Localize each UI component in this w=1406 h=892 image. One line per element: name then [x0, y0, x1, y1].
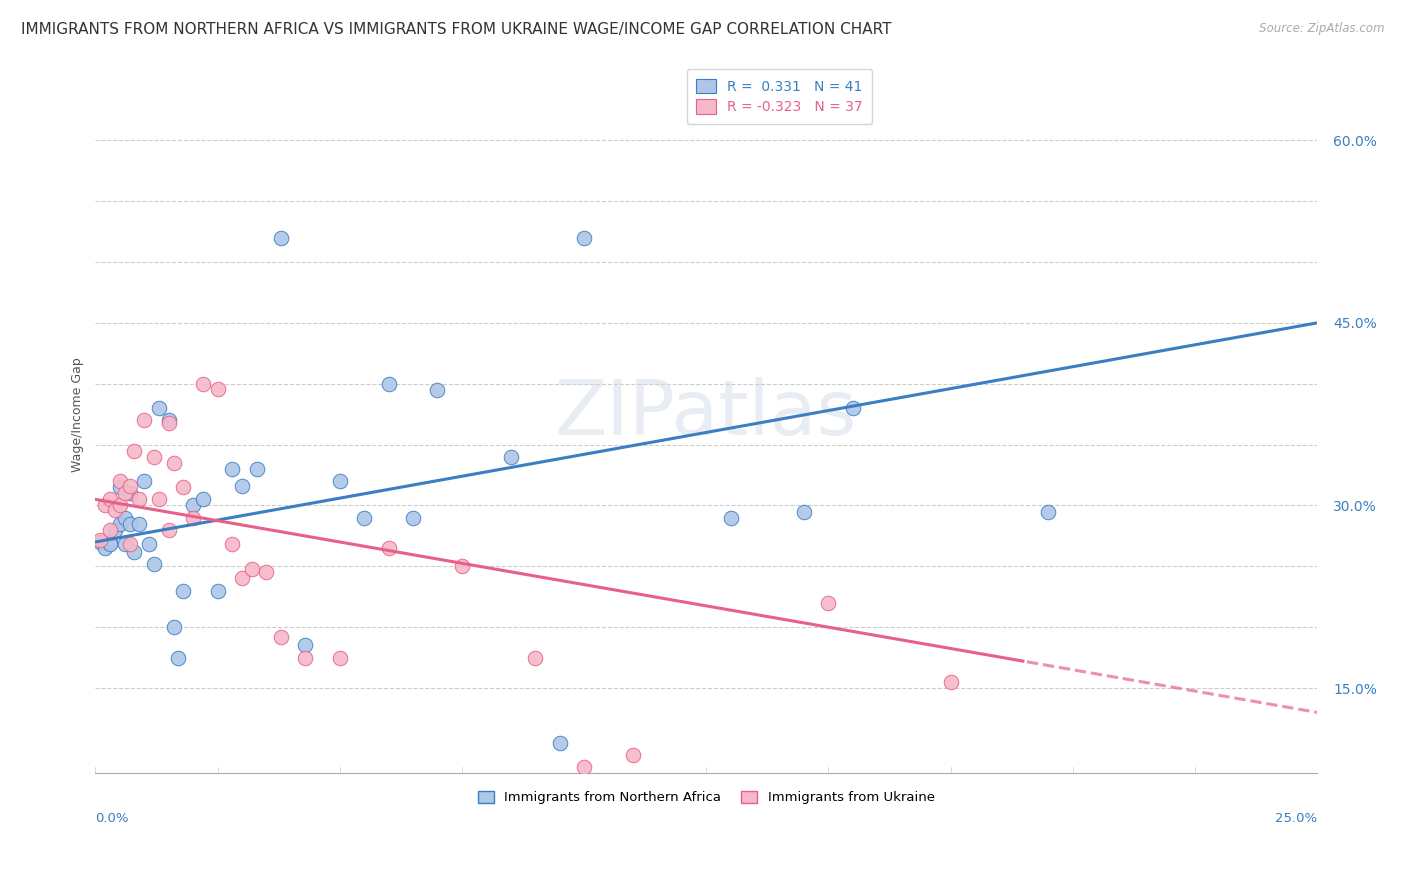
Text: 25.0%: 25.0% — [1275, 813, 1317, 825]
Point — [207, 382, 229, 396]
Point — [172, 480, 194, 494]
Point — [499, 450, 522, 464]
Point — [451, 559, 474, 574]
Point — [191, 376, 214, 391]
Point — [148, 401, 170, 416]
Legend: Immigrants from Northern Africa, Immigrants from Ukraine: Immigrants from Northern Africa, Immigra… — [472, 786, 939, 810]
Point — [294, 650, 316, 665]
Point — [793, 504, 815, 518]
Point — [98, 523, 121, 537]
Point — [231, 479, 253, 493]
Point — [108, 480, 131, 494]
Point — [621, 747, 644, 762]
Point — [572, 230, 595, 244]
Point — [114, 537, 136, 551]
Point — [134, 413, 156, 427]
Point — [138, 537, 160, 551]
Point — [118, 479, 141, 493]
Point — [98, 537, 121, 551]
Point — [246, 462, 269, 476]
Point — [114, 510, 136, 524]
Point — [1038, 504, 1060, 518]
Point — [817, 596, 839, 610]
Point — [104, 523, 127, 537]
Point — [148, 492, 170, 507]
Point — [162, 620, 184, 634]
Point — [221, 537, 243, 551]
Point — [157, 413, 180, 427]
Point — [143, 450, 166, 464]
Point — [118, 537, 141, 551]
Point — [240, 562, 263, 576]
Point — [128, 516, 150, 531]
Point — [939, 675, 962, 690]
Point — [108, 474, 131, 488]
Text: IMMIGRANTS FROM NORTHERN AFRICA VS IMMIGRANTS FROM UKRAINE WAGE/INCOME GAP CORRE: IMMIGRANTS FROM NORTHERN AFRICA VS IMMIG… — [21, 22, 891, 37]
Point — [181, 499, 204, 513]
Point — [572, 760, 595, 774]
Point — [377, 541, 399, 555]
Point — [89, 533, 111, 547]
Point — [94, 499, 117, 513]
Point — [167, 650, 190, 665]
Point — [98, 535, 121, 549]
Point — [294, 639, 316, 653]
Point — [94, 541, 117, 555]
Point — [124, 443, 146, 458]
Point — [98, 492, 121, 507]
Text: Source: ZipAtlas.com: Source: ZipAtlas.com — [1260, 22, 1385, 36]
Point — [104, 503, 127, 517]
Point — [108, 516, 131, 531]
Point — [1135, 790, 1157, 805]
Point — [114, 486, 136, 500]
Point — [128, 492, 150, 507]
Point — [134, 474, 156, 488]
Point — [270, 630, 292, 644]
Text: 0.0%: 0.0% — [96, 813, 129, 825]
Point — [108, 499, 131, 513]
Point — [329, 474, 352, 488]
Point — [402, 510, 425, 524]
Point — [157, 416, 180, 430]
Point — [157, 523, 180, 537]
Point — [118, 516, 141, 531]
Point — [231, 572, 253, 586]
Point — [181, 510, 204, 524]
Point — [426, 383, 449, 397]
Point — [270, 230, 292, 244]
Point — [329, 650, 352, 665]
Point — [172, 583, 194, 598]
Point — [720, 510, 742, 524]
Point — [353, 510, 375, 524]
Point — [124, 545, 146, 559]
Point — [162, 456, 184, 470]
Point — [377, 376, 399, 391]
Point — [254, 566, 277, 580]
Point — [143, 557, 166, 571]
Point — [191, 492, 214, 507]
Y-axis label: Wage/Income Gap: Wage/Income Gap — [72, 357, 84, 472]
Text: ZIPatlas: ZIPatlas — [555, 377, 858, 451]
Point — [524, 650, 547, 665]
Point — [221, 462, 243, 476]
Point — [842, 401, 865, 416]
Point — [548, 736, 571, 750]
Point — [207, 583, 229, 598]
Point — [118, 486, 141, 500]
Point — [89, 535, 111, 549]
